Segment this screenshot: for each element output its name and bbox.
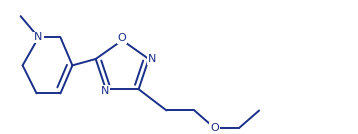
Text: O: O xyxy=(210,123,219,133)
Text: N: N xyxy=(34,32,43,42)
Text: N: N xyxy=(147,54,156,64)
Text: N: N xyxy=(101,86,109,96)
Text: O: O xyxy=(118,33,127,43)
